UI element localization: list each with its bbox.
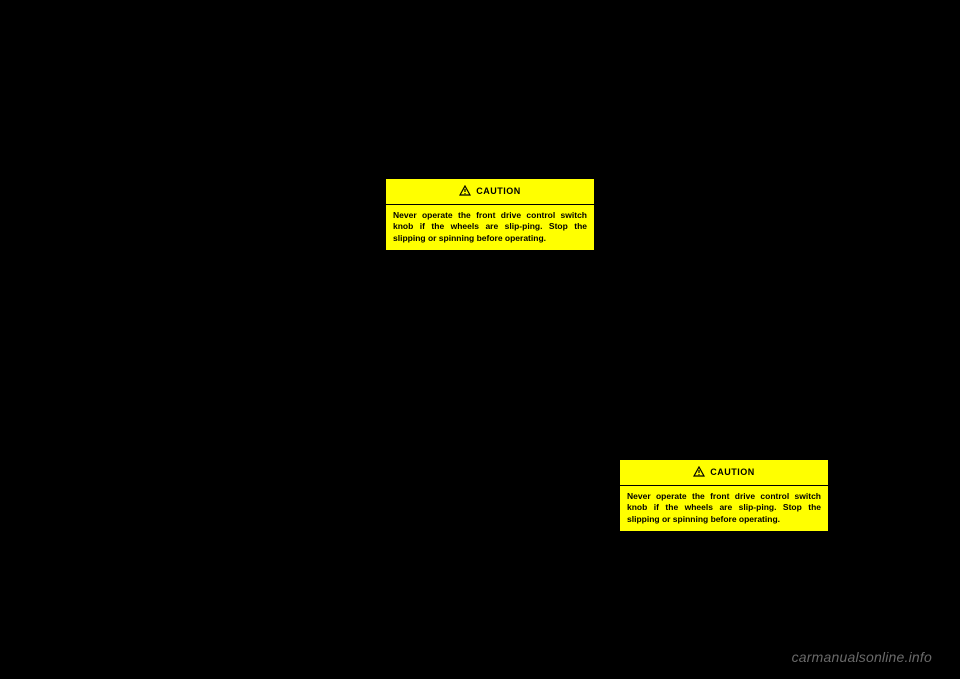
caution-label: CAUTION — [710, 467, 755, 477]
caution-header-inner: CAUTION — [459, 185, 521, 196]
warning-triangle-icon — [693, 466, 705, 477]
caution-box-2: CAUTION Never operate the front drive co… — [619, 459, 829, 532]
warning-triangle-icon — [459, 185, 471, 196]
caution-body-text: Never operate the front drive control sw… — [386, 205, 594, 250]
caution-body-text: Never operate the front drive control sw… — [620, 486, 828, 531]
caution-header: CAUTION — [386, 179, 594, 205]
caution-header-inner: CAUTION — [693, 466, 755, 477]
watermark-text: carmanualsonline.info — [792, 649, 932, 665]
caution-header: CAUTION — [620, 460, 828, 486]
caution-label: CAUTION — [476, 186, 521, 196]
caution-box-1: CAUTION Never operate the front drive co… — [385, 178, 595, 251]
